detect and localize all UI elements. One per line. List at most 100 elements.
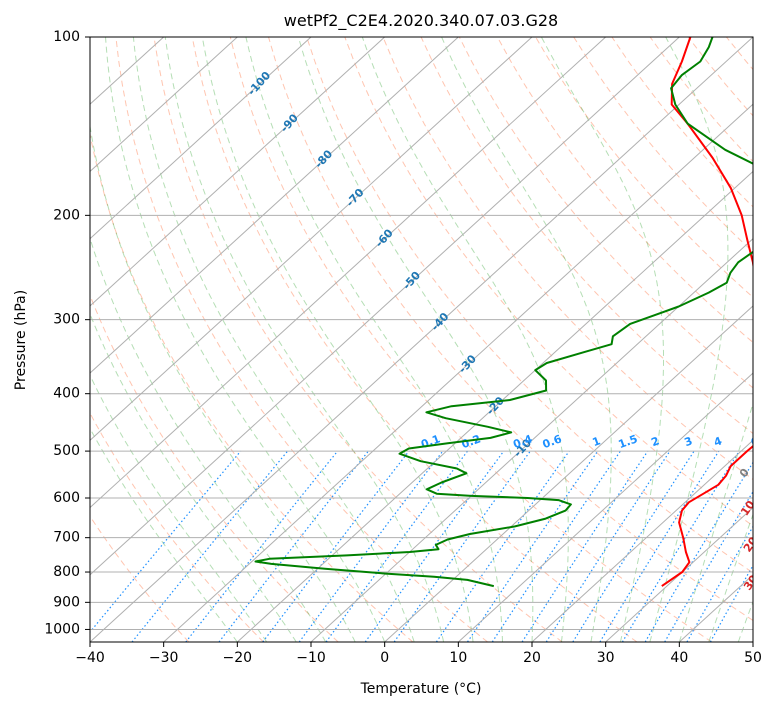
mixing-ratio-label: 0.4 <box>511 432 534 451</box>
mixing-ratio-label: 1 <box>591 434 603 449</box>
y-tick-label: 600 <box>53 490 80 506</box>
isotherm-line <box>90 37 238 173</box>
moist-adiabat-line <box>201 37 474 642</box>
plot-area: -100-90-80-70-60-50-40-30-20-10 0.1 0.2 0.… <box>90 37 770 642</box>
y-axis-label: Pressure (hPa) <box>13 290 29 390</box>
mixing-ratio-line <box>298 450 444 642</box>
mixing-ratio-line <box>491 450 621 642</box>
moist-adiabat-line <box>245 37 503 642</box>
y-axis-ticks: 100 200 300 400 500 600 700 800 900 1000 <box>44 29 90 637</box>
dewpoint-line <box>254 37 753 588</box>
mixing-ratio-line <box>572 450 695 642</box>
plot-frame <box>89 36 754 643</box>
x-tick-label: −10 <box>296 650 326 666</box>
moist-adiabat-line <box>90 236 327 642</box>
y-tick-label: 700 <box>53 530 80 546</box>
dry-adiabat-line <box>90 412 264 642</box>
isotherm-line <box>236 170 753 642</box>
y-tick-label: 1000 <box>44 621 80 637</box>
mixing-ratio-line <box>521 450 649 642</box>
mixing-ratio-label: 2 <box>649 434 661 449</box>
moist-adiabat-line <box>649 37 729 642</box>
moist-adiabat-line <box>441 37 612 642</box>
dry-adiabat-line <box>382 37 753 481</box>
moist-adiabat-line <box>361 37 569 642</box>
dry-adiabat-line <box>153 37 563 642</box>
y-tick-label: 400 <box>53 386 80 402</box>
x-axis-label: Temperature (°C) <box>360 681 482 697</box>
wet-bulb-label: 40 <box>750 602 770 622</box>
dry-adiabat-line <box>535 37 753 298</box>
x-tick-label: 30 <box>597 650 615 666</box>
moist-adiabat-line <box>297 37 534 642</box>
isotherm-gridlines <box>90 37 753 642</box>
isotherm-line <box>384 305 753 642</box>
x-tick-label: 10 <box>449 650 467 666</box>
mixing-ratio-label: 6 <box>749 434 761 449</box>
moist-adiabat-line <box>90 123 356 642</box>
moist-adiabat-line <box>708 513 753 642</box>
mixing-ratio-label: 0.2 <box>460 432 483 451</box>
x-tick-label: 50 <box>744 650 762 666</box>
isotherm-line <box>531 439 753 642</box>
isotherm-line <box>605 506 753 642</box>
moist-adiabat-line <box>90 312 297 642</box>
moist-adiabat-line <box>678 401 753 642</box>
mixing-ratio-line <box>466 450 599 642</box>
mixing-ratio-line <box>90 450 242 633</box>
isotherm-line <box>310 237 753 642</box>
isotherm-line <box>90 37 680 576</box>
dry-adiabat-line <box>90 131 414 642</box>
moist-adiabat-line <box>90 427 238 642</box>
mixing-ratio-line <box>621 450 740 642</box>
y-tick-label: 100 <box>53 29 80 45</box>
mixing-ratio-label: 1.5 <box>617 432 640 451</box>
mixing-ratio-line <box>325 450 468 642</box>
dry-adiabat-line <box>306 37 753 574</box>
mixing-ratio-label: 0.6 <box>541 432 564 451</box>
mixing-ratio-lines <box>90 450 753 642</box>
moist-adiabats <box>90 37 753 642</box>
mixing-ratio-label: 4 <box>712 434 724 449</box>
y-tick-label: 500 <box>53 443 80 459</box>
x-tick-label: −40 <box>75 650 105 666</box>
mixing-ratio-line <box>262 450 410 642</box>
x-tick-label: −20 <box>223 650 253 666</box>
mixing-ratio-line <box>545 450 671 642</box>
y-tick-label: 900 <box>53 594 80 610</box>
moist-adiabat-line <box>540 37 664 642</box>
isotherm-line <box>90 37 386 307</box>
x-tick-label: 0 <box>380 650 389 666</box>
isotherm-line <box>163 103 753 642</box>
mixing-ratio-label: 3 <box>683 434 695 449</box>
mixing-ratio-line <box>185 450 339 642</box>
dry-adiabats <box>90 37 753 642</box>
mixing-ratio-line <box>364 450 505 642</box>
x-tick-label: −30 <box>149 650 179 666</box>
wet-bulb-label: 30 <box>741 572 761 592</box>
y-tick-label: 800 <box>53 564 80 580</box>
moist-adiabat-line <box>164 37 445 642</box>
dry-adiabat-line <box>191 37 638 642</box>
moist-adiabat-line <box>105 37 386 642</box>
y-tick-label: 200 <box>53 207 80 223</box>
dry-adiabat-line <box>115 37 488 642</box>
x-tick-label: 40 <box>670 650 688 666</box>
isotherm-line <box>90 37 312 240</box>
mixing-ratio-line <box>131 450 289 642</box>
dry-adiabat-line <box>496 37 753 344</box>
chart-title: wetPf2_C2E4.2020.340.07.03.G28 <box>284 11 558 31</box>
isotherm-line <box>90 37 753 642</box>
sounding-series <box>254 37 753 588</box>
temperature-line <box>661 37 753 587</box>
isotherm-line <box>90 37 533 442</box>
dry-adiabat-line <box>90 515 190 642</box>
x-axis-ticks: −40 −30 −20 −10 0 10 20 30 40 50 <box>75 642 762 666</box>
moist-adiabat-line <box>90 374 268 642</box>
x-tick-label: 20 <box>523 650 541 666</box>
isotherm-line <box>457 372 753 642</box>
isotherm-line <box>90 37 459 374</box>
mixing-ratio-line <box>435 450 570 642</box>
